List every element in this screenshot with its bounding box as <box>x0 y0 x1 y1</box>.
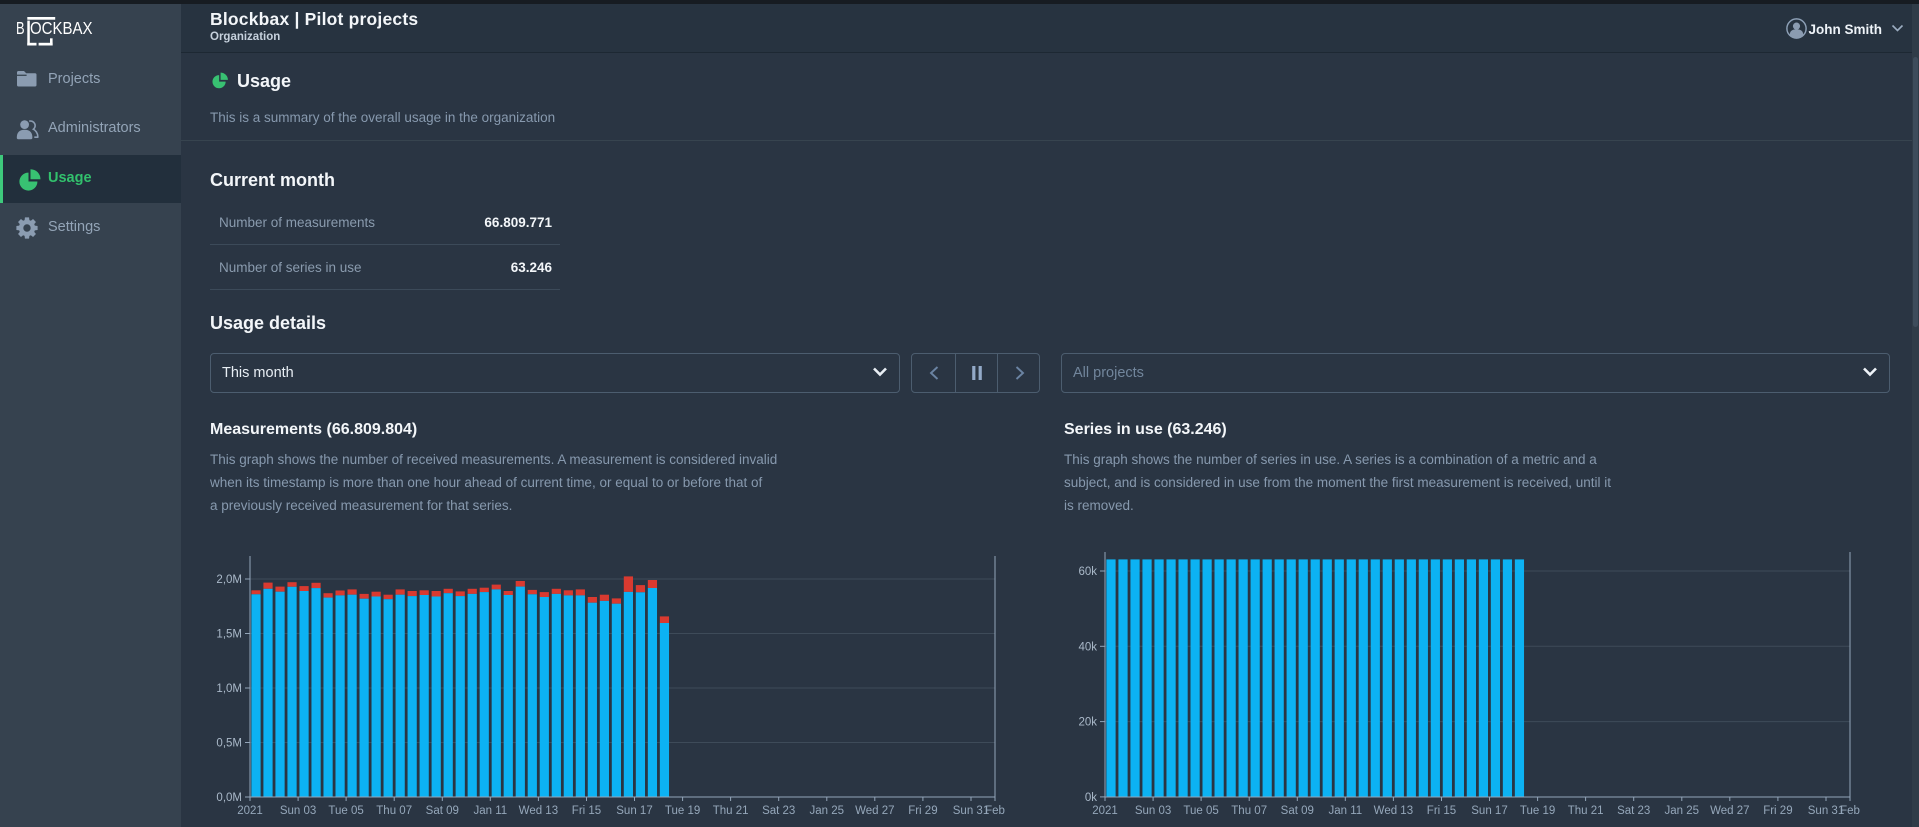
svg-text:Thu 21: Thu 21 <box>1568 805 1604 817</box>
svg-text:Sun 17: Sun 17 <box>1471 805 1507 817</box>
svg-text:Thu 21: Thu 21 <box>713 805 749 817</box>
svg-text:Wed 27: Wed 27 <box>855 805 894 817</box>
svg-text:Jan 11: Jan 11 <box>1328 805 1362 817</box>
svg-text:Sun 17: Sun 17 <box>616 805 652 817</box>
svg-text:Jan 25: Jan 25 <box>1665 805 1700 817</box>
svg-text:Tue 05: Tue 05 <box>1183 805 1218 817</box>
svg-text:2021: 2021 <box>237 805 263 817</box>
svg-text:0,0M: 0,0M <box>216 792 242 804</box>
svg-text:Wed 13: Wed 13 <box>1374 805 1413 817</box>
svg-text:Fri 15: Fri 15 <box>1427 805 1456 817</box>
svg-text:Fri 29: Fri 29 <box>1763 805 1792 817</box>
svg-text:Tue 19: Tue 19 <box>1520 805 1555 817</box>
svg-text:Sun 03: Sun 03 <box>1135 805 1171 817</box>
svg-text:Tue 05: Tue 05 <box>328 805 363 817</box>
svg-text:Thu 07: Thu 07 <box>376 805 412 817</box>
svg-text:Jan 11: Jan 11 <box>473 805 507 817</box>
svg-text:Feb: Feb <box>985 805 1005 817</box>
svg-text:0k: 0k <box>1085 792 1097 804</box>
svg-text:Jan 25: Jan 25 <box>810 805 845 817</box>
svg-text:Sun 31: Sun 31 <box>953 805 989 817</box>
svg-text:Sat 23: Sat 23 <box>762 805 795 817</box>
svg-text:1,0M: 1,0M <box>216 683 242 695</box>
svg-text:Sun 31: Sun 31 <box>1808 805 1844 817</box>
svg-text:Sun 03: Sun 03 <box>280 805 316 817</box>
svg-text:B: B <box>16 18 25 38</box>
svg-text:Wed 27: Wed 27 <box>1710 805 1749 817</box>
svg-text:Fri 15: Fri 15 <box>572 805 601 817</box>
svg-text:2,0M: 2,0M <box>216 574 242 586</box>
svg-text:Wed 13: Wed 13 <box>519 805 558 817</box>
svg-text:Feb: Feb <box>1840 805 1860 817</box>
svg-text:Tue 19: Tue 19 <box>665 805 700 817</box>
svg-text:20k: 20k <box>1078 717 1097 729</box>
svg-text:Sat 09: Sat 09 <box>1281 805 1314 817</box>
svg-text:2021: 2021 <box>1092 805 1118 817</box>
svg-text:60k: 60k <box>1078 566 1097 578</box>
svg-text:40k: 40k <box>1078 641 1097 653</box>
svg-text:Thu 07: Thu 07 <box>1231 805 1267 817</box>
svg-text:OCKBAX: OCKBAX <box>30 18 93 38</box>
svg-text:Sat 23: Sat 23 <box>1617 805 1650 817</box>
svg-text:0,5M: 0,5M <box>216 738 242 750</box>
svg-text:1,5M: 1,5M <box>216 629 242 641</box>
svg-text:Sat 09: Sat 09 <box>426 805 459 817</box>
svg-text:Fri 29: Fri 29 <box>908 805 937 817</box>
